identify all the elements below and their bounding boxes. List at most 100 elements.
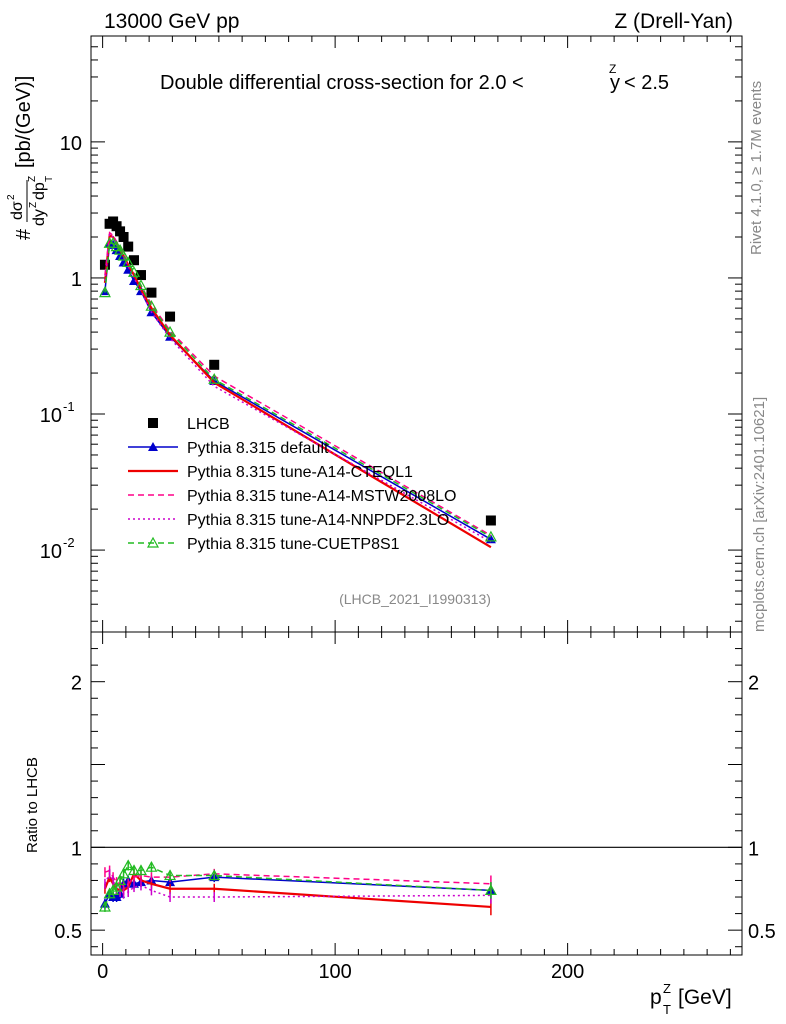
legend-marker — [148, 442, 158, 451]
data-point — [127, 266, 141, 277]
data-point — [146, 287, 157, 298]
header-right: Z (Drell-Yan) — [614, 10, 733, 33]
ratio-tick-label: 1 — [71, 838, 82, 860]
ratio-axis-label: Ratio to LHCB — [24, 757, 41, 853]
ratio-tick-label: 0.5 — [54, 921, 82, 943]
data-point — [117, 249, 130, 261]
data-point — [118, 257, 129, 267]
ratio-point — [98, 900, 111, 912]
data-point — [208, 373, 221, 384]
data-point — [122, 256, 135, 268]
data-point — [484, 530, 497, 542]
ratio-point — [145, 860, 158, 872]
y-tick-label: 10 -2 — [40, 535, 75, 563]
svg-text:dσ: dσ — [9, 201, 26, 220]
svg-text:Z: Z — [28, 202, 39, 208]
series-lhcb — [99, 216, 496, 526]
svg-text:dy: dy — [31, 209, 48, 226]
y-axis-unit: [pb/(GeV)] — [13, 76, 35, 168]
ratio-tick-label-right: 1 — [748, 838, 759, 860]
ratio-pythia-8-315-tune-a14-cteql1 — [103, 868, 492, 916]
data-point — [114, 243, 127, 255]
ratio-point — [164, 869, 177, 881]
ratio-point — [114, 874, 127, 886]
title-text: Double differential cross-section for 2.… — [160, 72, 524, 94]
ratio-line — [104, 876, 491, 904]
data-point — [165, 311, 176, 322]
data-point — [99, 259, 110, 270]
svg-text:T: T — [44, 176, 55, 182]
legend-entry: Pythia 8.315 tune-A14-NNPDF2.3LO — [128, 512, 449, 529]
x-axis-label: p T Z [GeV] — [650, 981, 732, 1017]
legend-label: Pythia 8.315 tune-A14-CTEQL1 — [187, 464, 413, 481]
x-axis-sup: Z — [663, 981, 671, 996]
svg-text:#: # — [13, 228, 35, 240]
legend-entry: Pythia 8.315 tune-A14-MSTW2008LO — [128, 488, 456, 505]
y-tick-label: 1 — [71, 269, 82, 291]
ratio-point — [134, 864, 148, 876]
legend-label: Pythia 8.315 default — [187, 440, 329, 457]
svg-text:2: 2 — [6, 194, 17, 200]
ratio-tick-label-right: 2 — [748, 673, 759, 695]
ratio-point — [117, 867, 130, 879]
legend-marker — [148, 418, 158, 428]
analysis-tag: (LHCB_2021_I1990313) — [339, 591, 491, 607]
data-point — [134, 279, 148, 291]
data-point — [111, 221, 122, 232]
data-point — [98, 286, 111, 298]
ratio-point — [208, 869, 221, 881]
y-tick-label: 10 -1 — [40, 399, 75, 427]
ratio-line — [103, 871, 491, 909]
data-point — [485, 515, 496, 526]
legend-entry: LHCB — [148, 416, 230, 433]
ratio-point — [122, 859, 135, 871]
data-point — [111, 245, 122, 255]
svg-text:-1: -1 — [63, 399, 75, 414]
legend-label: Pythia 8.315 tune-CUETP8S1 — [187, 536, 400, 553]
data-point — [129, 255, 140, 266]
data-point — [115, 226, 126, 237]
legend-entry: Pythia 8.315 tune-A14-CTEQL1 — [128, 464, 413, 481]
svg-text:10: 10 — [40, 541, 62, 563]
ratio-tick-label: 2 — [71, 673, 82, 695]
title-var: y — [610, 72, 620, 94]
x-axis-sub: T — [663, 1002, 671, 1017]
data-point — [145, 299, 158, 311]
svg-text:dp: dp — [31, 182, 48, 200]
header-left: 13000 GeV pp — [104, 10, 239, 33]
data-point — [115, 250, 126, 260]
svg-text:10: 10 — [60, 133, 82, 155]
svg-text:10: 10 — [40, 405, 62, 427]
data-point — [123, 241, 134, 252]
x-axis-p: p — [650, 986, 662, 1009]
data-point — [135, 270, 146, 281]
ratio-line — [104, 869, 491, 887]
legend: LHCB Pythia 8.315 default Pythia 8.315 tun… — [128, 416, 456, 553]
legend-entry: Pythia 8.315 default — [128, 440, 329, 457]
ratio-point — [103, 887, 116, 899]
svg-text:-2: -2 — [63, 535, 75, 550]
svg-text:1: 1 — [71, 269, 82, 291]
ratio-tick-label-right: 0.5 — [748, 921, 776, 943]
data-point — [164, 325, 177, 337]
rivet-label: Rivet 4.1.0, ≥ 1.7M events — [748, 81, 765, 255]
ratio-pythia-8-315-tune-cuetp8s1 — [98, 859, 497, 912]
legend-marker — [146, 536, 160, 548]
data-point — [209, 359, 220, 370]
main-series-layer — [98, 216, 497, 549]
x-tick-label: 200 — [551, 961, 584, 983]
x-axis-unit: [GeV] — [678, 986, 732, 1009]
title-tail: < 2.5 — [624, 72, 669, 94]
legend-entry: Pythia 8.315 tune-CUETP8S1 — [128, 536, 400, 553]
svg-text:Z: Z — [27, 176, 38, 182]
y-tick-label: 10 — [60, 133, 82, 155]
ratio-point — [107, 884, 120, 896]
data-point — [118, 231, 129, 242]
chart-title: Double differential cross-section for 2.… — [160, 62, 669, 94]
ratio-frame — [90, 631, 743, 956]
legend-label: Pythia 8.315 tune-A14-MSTW2008LO — [187, 488, 456, 505]
legend-label: Pythia 8.315 tune-A14-NNPDF2.3LO — [187, 512, 449, 529]
mcplots-label: mcplots.cern.ch [arXiv:2401.10621] — [751, 397, 768, 632]
